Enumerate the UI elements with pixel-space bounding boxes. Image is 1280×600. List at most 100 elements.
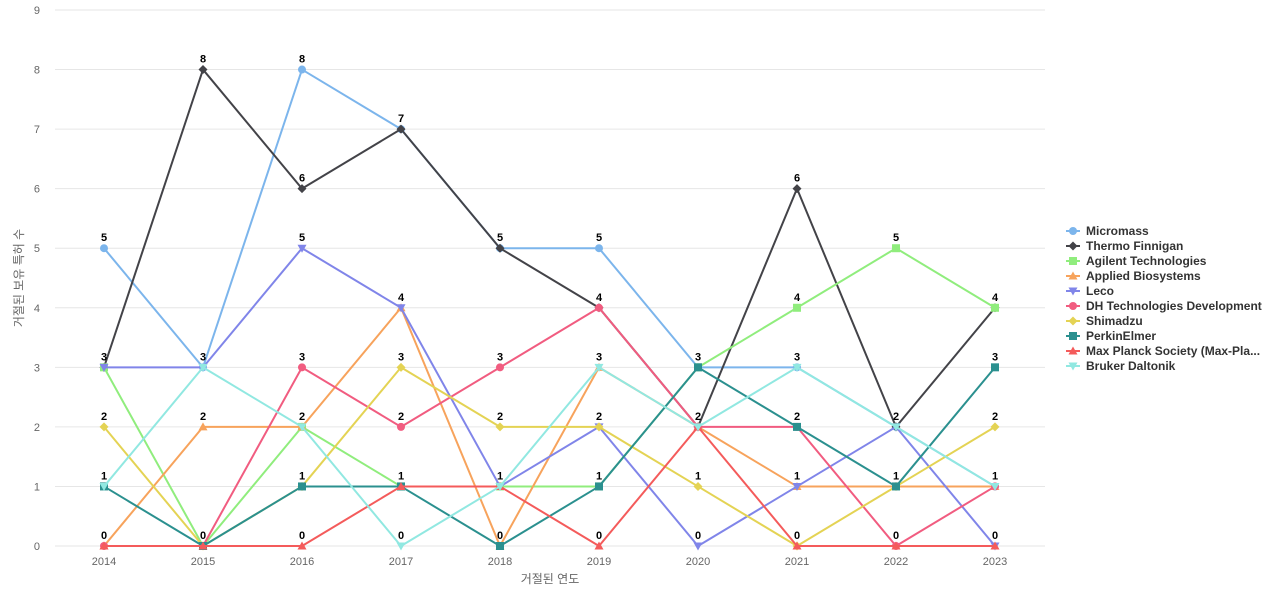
y-tick-label: 1 xyxy=(34,481,40,493)
data-point[interactable] xyxy=(99,422,109,432)
data-point[interactable] xyxy=(396,542,406,551)
data-point[interactable] xyxy=(496,363,504,372)
data-point[interactable] xyxy=(694,363,702,372)
data-label: 6 xyxy=(794,173,800,185)
legend-item[interactable]: Micromass xyxy=(1066,224,1149,238)
data-point[interactable] xyxy=(792,184,802,194)
legend-item[interactable]: Max Planck Society (Max-Pla... xyxy=(1066,344,1260,358)
data-point[interactable] xyxy=(892,482,900,491)
series-line[interactable] xyxy=(103,68,996,428)
data-point[interactable] xyxy=(990,541,1000,550)
legend-marker-icon[interactable] xyxy=(1069,257,1077,265)
data-point[interactable] xyxy=(297,184,307,194)
data-point[interactable] xyxy=(693,481,703,491)
data-point[interactable] xyxy=(595,303,603,312)
data-label: 3 xyxy=(992,351,998,363)
data-label: 8 xyxy=(299,54,305,66)
series-line[interactable] xyxy=(104,247,996,547)
legend-item[interactable]: Thermo Finnigan xyxy=(1066,239,1183,253)
data-point[interactable] xyxy=(792,541,802,550)
data-point[interactable] xyxy=(594,422,604,432)
legend-label: Agilent Technologies xyxy=(1086,254,1207,268)
data-label: 5 xyxy=(299,232,305,244)
data-point[interactable] xyxy=(99,541,109,550)
data-point[interactable] xyxy=(297,541,307,550)
data-point[interactable] xyxy=(99,482,109,491)
legend-marker-icon[interactable] xyxy=(1069,332,1077,340)
data-point[interactable] xyxy=(298,65,306,74)
legend-item[interactable]: Shimadzu xyxy=(1066,314,1143,328)
data-point[interactable] xyxy=(891,541,901,550)
legend-item[interactable]: DH Technologies Development xyxy=(1066,299,1262,313)
data-point[interactable] xyxy=(396,124,406,134)
data-point[interactable] xyxy=(198,541,208,550)
data-point[interactable] xyxy=(99,363,109,372)
x-tick-label: 2018 xyxy=(488,556,512,568)
data-point[interactable] xyxy=(595,244,603,253)
data-point[interactable] xyxy=(990,422,1000,432)
legend-item[interactable]: Leco xyxy=(1066,284,1114,298)
legend-marker-icon[interactable] xyxy=(1069,227,1077,235)
data-point[interactable] xyxy=(297,244,307,253)
data-point[interactable] xyxy=(396,481,406,490)
data-label: 2 xyxy=(398,411,404,423)
data-point[interactable] xyxy=(594,541,604,550)
data-point[interactable] xyxy=(298,363,306,372)
data-point[interactable] xyxy=(495,422,505,432)
data-point[interactable] xyxy=(892,244,900,253)
data-point[interactable] xyxy=(793,303,801,312)
data-label: 7 xyxy=(398,113,404,125)
data-point[interactable] xyxy=(792,363,802,372)
data-point[interactable] xyxy=(495,482,505,491)
legend-item[interactable]: PerkinElmer xyxy=(1066,329,1156,343)
legend-marker-icon[interactable] xyxy=(1069,302,1077,310)
data-point[interactable] xyxy=(198,363,208,372)
data-point[interactable] xyxy=(594,363,604,372)
data-point[interactable] xyxy=(198,65,208,75)
data-point[interactable] xyxy=(693,423,703,432)
data-point[interactable] xyxy=(991,303,999,312)
x-tick-label: 2023 xyxy=(983,556,1007,568)
data-point[interactable] xyxy=(198,422,208,431)
data-point[interactable] xyxy=(991,363,999,372)
x-axis-title: 거절된 연도 xyxy=(521,572,580,586)
data-label: 5 xyxy=(101,232,107,244)
data-point[interactable] xyxy=(100,244,108,253)
data-point[interactable] xyxy=(298,482,306,491)
data-point[interactable] xyxy=(495,243,505,253)
data-point[interactable] xyxy=(396,304,406,313)
data-point[interactable] xyxy=(793,422,801,431)
data-label: 3 xyxy=(794,351,800,363)
data-point[interactable] xyxy=(595,482,603,491)
data-point[interactable] xyxy=(396,362,406,372)
series-line[interactable] xyxy=(104,425,995,547)
legend-marker-icon[interactable] xyxy=(1068,316,1078,326)
legend-label: DH Technologies Development xyxy=(1086,299,1262,313)
legend-marker-icon[interactable] xyxy=(1068,241,1078,251)
data-label: 3 xyxy=(596,351,602,363)
legend-marker-icon[interactable] xyxy=(1068,362,1078,371)
data-label: 3 xyxy=(299,351,305,363)
series-line[interactable] xyxy=(103,247,996,547)
data-point[interactable] xyxy=(693,542,703,551)
legend-marker-icon[interactable] xyxy=(1068,287,1078,296)
data-point[interactable] xyxy=(891,423,901,432)
legend-marker-icon[interactable] xyxy=(1068,271,1078,280)
data-point[interactable] xyxy=(496,542,504,550)
legend-marker-icon[interactable] xyxy=(1068,346,1078,355)
data-point[interactable] xyxy=(297,423,307,432)
data-point[interactable] xyxy=(397,422,405,431)
data-label: 2 xyxy=(893,411,899,423)
legend-label: Bruker Daltonik xyxy=(1086,359,1176,373)
series-line[interactable] xyxy=(104,306,996,547)
legend-item[interactable]: Applied Biosystems xyxy=(1066,269,1201,283)
data-point[interactable] xyxy=(990,482,1000,491)
data-point[interactable] xyxy=(792,482,802,491)
y-axis-title: 거절된 보유 특허 수 xyxy=(12,229,26,327)
legend-item[interactable]: Bruker Daltonik xyxy=(1066,359,1176,373)
legend-item[interactable]: Agilent Technologies xyxy=(1066,254,1207,268)
series-line[interactable] xyxy=(103,366,996,547)
data-label: 4 xyxy=(794,292,801,304)
data-label: 0 xyxy=(893,530,899,542)
